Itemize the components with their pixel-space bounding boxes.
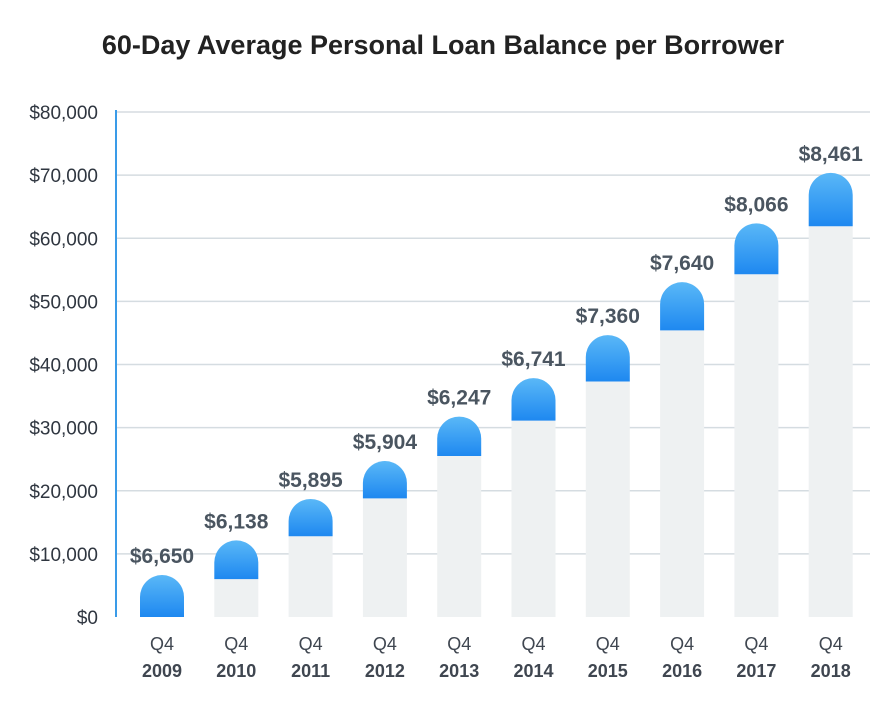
data-labels: $6,650 $6,138 $5,895 $5,904 $6,247 $6,741 $7,3… xyxy=(130,143,863,568)
data-label: $5,904 xyxy=(353,431,418,454)
value-bar xyxy=(437,416,482,457)
data-label: $6,247 xyxy=(427,387,491,410)
base-bar xyxy=(362,498,407,617)
x-tick-quarter: Q4 xyxy=(299,634,323,654)
data-label: $7,640 xyxy=(650,252,714,275)
base-bar xyxy=(214,579,259,617)
y-tick-label: $0 xyxy=(77,608,98,629)
data-label: $6,138 xyxy=(204,510,269,533)
y-tick-label: $50,000 xyxy=(29,292,98,313)
base-bar xyxy=(437,456,482,617)
y-axis-ticks: $0 $10,000 $20,000 $30,000 $40,000 $50,000 $60… xyxy=(29,103,98,629)
base-bar xyxy=(660,330,705,617)
value-bar xyxy=(140,575,185,617)
value-bar xyxy=(734,223,779,275)
x-tick-year: 2013 xyxy=(439,661,479,681)
value-bar xyxy=(808,172,853,227)
value-bar xyxy=(660,282,705,331)
x-tick-quarter: Q4 xyxy=(521,634,545,654)
x-tick-quarter: Q4 xyxy=(373,634,397,654)
x-tick-quarter: Q4 xyxy=(670,634,694,654)
data-label: $6,650 xyxy=(130,545,194,568)
y-tick-label: $60,000 xyxy=(29,229,98,250)
x-tick-quarter: Q4 xyxy=(596,634,620,654)
data-label: $8,066 xyxy=(724,193,788,216)
value-bar xyxy=(585,335,630,382)
x-tick-quarter: Q4 xyxy=(744,634,768,654)
x-tick-year: 2014 xyxy=(513,661,553,681)
value-bar xyxy=(214,540,259,580)
y-tick-label: $10,000 xyxy=(29,545,98,566)
y-tick-label: $20,000 xyxy=(29,482,98,503)
base-bar xyxy=(808,226,853,617)
data-label: $5,895 xyxy=(278,469,343,492)
base-bar xyxy=(734,274,779,617)
y-tick-label: $40,000 xyxy=(29,356,98,377)
x-tick-quarter: Q4 xyxy=(150,634,174,654)
x-tick-year: 2009 xyxy=(142,661,182,681)
data-label: $7,360 xyxy=(576,305,640,328)
data-label: $6,741 xyxy=(501,348,566,371)
chart-title: 60-Day Average Personal Loan Balance per… xyxy=(101,30,785,60)
x-tick-quarter: Q4 xyxy=(819,634,843,654)
base-bar xyxy=(288,536,333,617)
bars xyxy=(140,172,853,617)
data-label: $8,461 xyxy=(799,143,864,166)
x-tick-quarter: Q4 xyxy=(224,634,248,654)
base-bar xyxy=(511,420,556,617)
value-bar xyxy=(362,461,407,499)
x-tick-year: 2017 xyxy=(736,661,776,681)
x-tick-year: 2016 xyxy=(662,661,702,681)
x-tick-year: 2011 xyxy=(291,661,330,681)
y-tick-label: $30,000 xyxy=(29,419,98,440)
x-tick-year: 2015 xyxy=(588,661,628,681)
y-tick-label: $80,000 xyxy=(29,103,98,124)
y-tick-label: $70,000 xyxy=(29,166,98,187)
x-tick-year: 2010 xyxy=(216,661,256,681)
value-bar xyxy=(511,378,556,421)
x-tick-year: 2012 xyxy=(365,661,405,681)
x-tick-quarter: Q4 xyxy=(447,634,471,654)
base-bar xyxy=(585,381,630,617)
value-bar xyxy=(288,498,333,537)
x-tick-year: 2018 xyxy=(811,661,851,681)
x-axis-ticks: Q4 2009 Q4 2010 Q4 2011 Q4 2012 Q4 2013 Q4 2014 Q4 20… xyxy=(142,634,851,681)
